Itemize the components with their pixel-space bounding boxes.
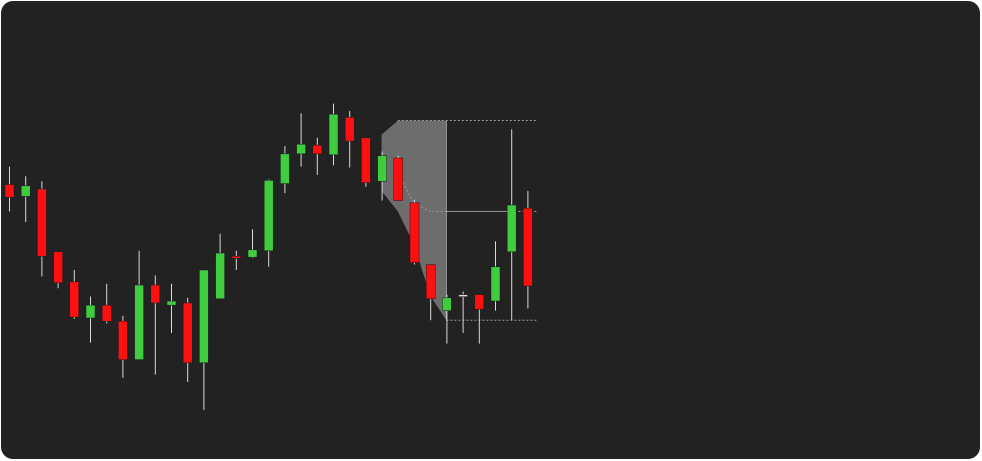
candle-body xyxy=(377,155,387,182)
candle-down[interactable] xyxy=(523,190,533,309)
candle-body xyxy=(506,204,517,253)
candle-up[interactable] xyxy=(166,283,177,334)
candle-body xyxy=(166,300,177,306)
candle-body xyxy=(231,255,242,259)
candle-up[interactable] xyxy=(442,294,452,344)
candle-up[interactable] xyxy=(247,229,258,259)
candle-body xyxy=(20,185,31,197)
candle-down[interactable] xyxy=(150,275,161,375)
candle-body xyxy=(523,207,533,287)
candle-down[interactable] xyxy=(344,110,355,168)
candle-up[interactable] xyxy=(490,241,501,311)
candle-up[interactable] xyxy=(85,296,96,343)
projection-path xyxy=(397,171,517,212)
candle-up[interactable] xyxy=(377,151,387,201)
candle-down[interactable] xyxy=(393,155,404,201)
candle-body xyxy=(458,294,468,297)
candle-body xyxy=(263,180,274,252)
candle-up[interactable] xyxy=(280,146,290,194)
candle-down[interactable] xyxy=(474,294,485,344)
candle-body xyxy=(393,157,404,201)
candle-down[interactable] xyxy=(53,251,63,289)
candle-down[interactable] xyxy=(101,283,112,324)
candle-up[interactable] xyxy=(134,250,144,360)
candle-down[interactable] xyxy=(4,166,15,212)
candle-down[interactable] xyxy=(312,137,323,175)
candle-body xyxy=(442,297,452,311)
candle-down[interactable] xyxy=(361,137,371,187)
candle-body xyxy=(280,153,290,184)
candle-body xyxy=(37,188,47,257)
candle-body xyxy=(247,249,258,258)
candle-body xyxy=(85,304,96,319)
candle-body xyxy=(199,269,209,364)
candle-body xyxy=(409,202,420,263)
candle-up[interactable] xyxy=(328,103,339,166)
candle-body xyxy=(69,281,80,318)
candle-down[interactable] xyxy=(425,264,436,321)
candle-body xyxy=(296,143,306,155)
candle-body xyxy=(344,117,355,142)
candle-down[interactable] xyxy=(231,250,242,270)
candle-body xyxy=(490,266,501,302)
candle-up[interactable] xyxy=(506,129,517,321)
candle-body xyxy=(328,113,339,156)
candle-body xyxy=(53,251,63,284)
candle-up[interactable] xyxy=(215,233,225,300)
candle-up[interactable] xyxy=(296,113,306,167)
candle-body xyxy=(134,284,144,360)
candle-up[interactable] xyxy=(20,176,31,222)
candle-down[interactable] xyxy=(409,199,420,265)
candle-body xyxy=(150,284,161,304)
candle-up[interactable] xyxy=(263,179,274,267)
candle-up[interactable] xyxy=(199,269,209,410)
candle-body xyxy=(182,302,193,364)
candle-body xyxy=(425,264,436,300)
candle-body xyxy=(4,184,15,198)
candle-down[interactable] xyxy=(37,181,47,277)
candle-body xyxy=(361,137,371,183)
candle-up[interactable] xyxy=(458,291,468,334)
candle-down[interactable] xyxy=(118,315,128,378)
candle-body xyxy=(474,294,485,310)
candle-down[interactable] xyxy=(69,270,80,319)
candle-body xyxy=(101,304,112,322)
candle-body xyxy=(118,320,128,360)
candle-body xyxy=(312,144,323,155)
candle-down[interactable] xyxy=(182,297,193,382)
candle-body xyxy=(215,252,225,300)
candles-layer xyxy=(4,103,533,410)
reference-lines-layer xyxy=(397,120,538,321)
